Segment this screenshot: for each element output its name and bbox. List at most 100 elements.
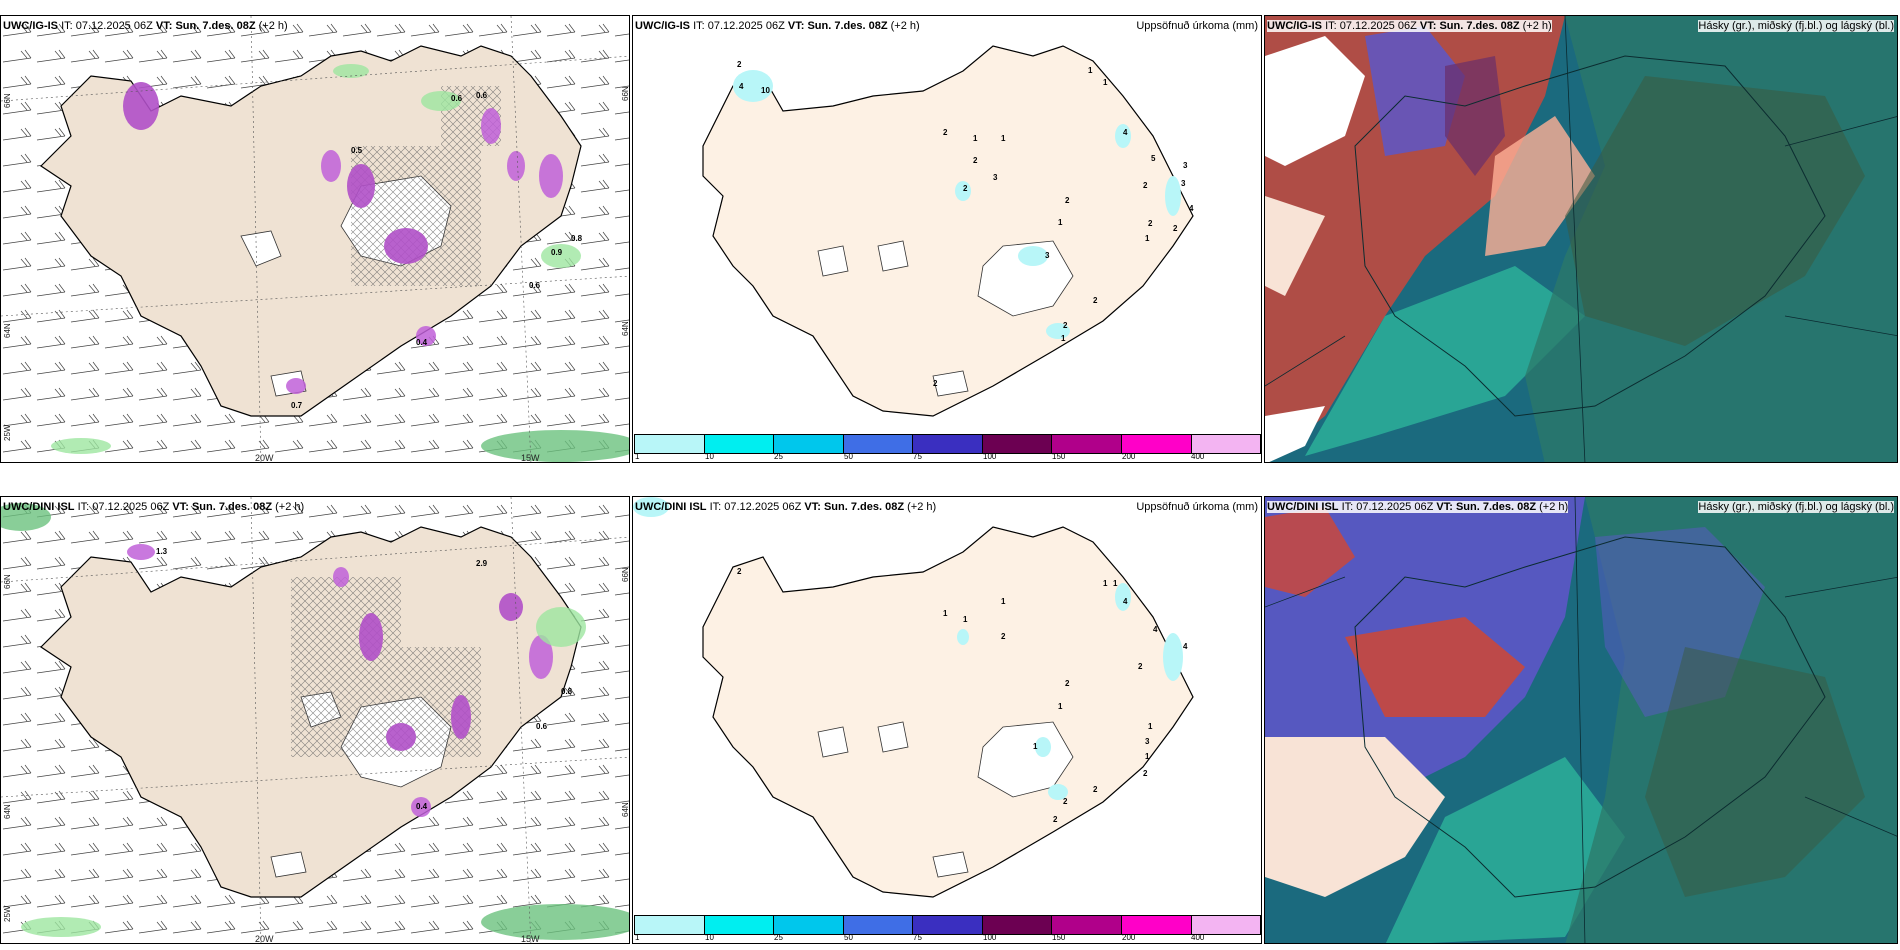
lat-label: 64N	[621, 802, 630, 817]
precip-value: 2	[963, 184, 968, 193]
precip-value: 2	[737, 60, 742, 69]
lat-label: 64N	[3, 804, 12, 819]
wind-map	[1, 497, 629, 943]
precip-blob	[123, 82, 159, 130]
colorbar-swatch	[1120, 915, 1192, 935]
panel-top-mid-accum-precip: UWC/IG-IS IT: 07.12.2025 06Z VT: Sun. 7.…	[632, 15, 1262, 463]
precip-value: 0.6	[529, 281, 541, 290]
precip-value: 0.9	[551, 248, 563, 257]
precip-value: 0.4	[416, 802, 428, 811]
lat-label: 66N	[3, 93, 12, 108]
lon-label: 15W	[521, 934, 540, 944]
grid-lines	[1, 16, 629, 462]
precip-value: 4	[1123, 128, 1128, 137]
precip-blob	[347, 164, 375, 208]
precip-value: 2	[943, 128, 948, 137]
glacier	[877, 721, 909, 753]
lat-label: 66N	[621, 567, 630, 582]
precip-value: 1	[1145, 752, 1150, 761]
green-precip	[541, 244, 581, 268]
colorbar-swatch	[1190, 915, 1261, 935]
precip-blob	[411, 797, 431, 817]
precip-value: 5	[1151, 154, 1156, 163]
precip-shade	[1048, 784, 1068, 800]
precip-value: 2	[1065, 679, 1070, 688]
colorbar-swatch	[703, 434, 775, 454]
colorbar	[634, 434, 1261, 454]
colorbar-swatch	[842, 915, 914, 935]
lon-label: 25W	[3, 905, 12, 922]
precip-value: 1	[1103, 78, 1108, 87]
precip-value: 2	[973, 156, 978, 165]
glacier	[877, 240, 909, 272]
precip-blob	[451, 695, 471, 739]
precip-value: 2	[933, 379, 938, 388]
precip-value: 2	[1063, 321, 1068, 330]
hatch-area	[291, 577, 401, 757]
glacier	[932, 851, 969, 878]
lat-label: 66N	[3, 574, 12, 589]
precip-shade	[955, 181, 971, 201]
panel-title: Uppsöfnuð úrkoma (mm)	[1136, 501, 1258, 513]
precip-blob	[359, 613, 383, 661]
colorbar	[634, 915, 1261, 935]
precip-value: 1	[1148, 722, 1153, 731]
precip-value: 3	[1045, 251, 1050, 260]
lon-label: 15W	[521, 453, 540, 463]
panel-title: Hásky (gr.), miðský (fj.bl.) og lágský (…	[1698, 20, 1894, 32]
panel-header: UWC/IG-IS IT: 07.12.2025 06Z VT: Sun. 7.…	[635, 20, 920, 32]
precip-value: 1	[1103, 579, 1108, 588]
precip-blob	[127, 544, 155, 560]
precip-map	[702, 45, 1194, 417]
green-precip	[481, 430, 629, 462]
precip-value: 2	[737, 567, 742, 576]
precip-value: 1	[1058, 218, 1063, 227]
colorbar-swatch	[912, 434, 983, 454]
precip-shade	[633, 497, 669, 517]
panel-bottom-left-wind-precip: UWC/DINI ISL IT: 07.12.2025 06Z VT: Sun.…	[0, 496, 630, 944]
iceland-landmass	[702, 526, 1194, 898]
iceland-landmass	[702, 45, 1194, 417]
panel-header: UWC/IG-IS IT: 07.12.2025 06Z VT: Sun. 7.…	[3, 20, 288, 32]
precip-value: 3	[1183, 161, 1188, 170]
precip-value: 4	[1153, 625, 1158, 634]
colorbar-swatch	[634, 434, 705, 454]
precip-value: 4	[739, 82, 744, 91]
precip-value: 1	[1145, 234, 1150, 243]
precip-value: 1	[1001, 597, 1006, 606]
precip-blob	[333, 567, 349, 587]
precip-shade	[1035, 737, 1051, 757]
lon-label: 25W	[3, 424, 12, 441]
colorbar-swatch	[634, 915, 705, 935]
precip-value: 10	[761, 86, 770, 95]
precip-map	[633, 497, 1194, 898]
green-precip	[1, 503, 51, 531]
precip-blob	[321, 150, 341, 182]
precip-shade	[1115, 583, 1131, 611]
panel-bottom-right-clouds: UWC/DINI ISL IT: 07.12.2025 06Z VT: Sun.…	[1264, 496, 1898, 944]
precip-value: 2.9	[476, 559, 488, 568]
colorbar-swatch	[981, 434, 1053, 454]
lon-label: 20W	[255, 453, 274, 463]
glacier	[817, 726, 849, 758]
panel-header: UWC/DINI ISL IT: 07.12.2025 06Z VT: Sun.…	[635, 501, 937, 513]
precip-value: 2	[1143, 181, 1148, 190]
precip-value: 2	[1138, 662, 1143, 671]
green-precip	[333, 64, 369, 78]
panel-header: UWC/DINI ISL IT: 07.12.2025 06Z VT: Sun.…	[1267, 501, 1569, 513]
precip-value: 4	[1183, 642, 1188, 651]
green-precip	[481, 904, 629, 940]
precip-value: 0.7	[291, 401, 303, 410]
precip-value: 0.8	[561, 687, 573, 696]
cloud-map	[1265, 16, 1897, 462]
panel-title: Uppsöfnuð úrkoma (mm)	[1136, 20, 1258, 32]
panel-header: UWC/IG-IS IT: 07.12.2025 06Z VT: Sun. 7.…	[1267, 20, 1552, 32]
precip-value: 1	[1033, 742, 1038, 751]
panel-top-left-wind-precip: UWC/IG-IS IT: 07.12.2025 06Z VT: Sun. 7.…	[0, 15, 630, 463]
precip-value: 0.4	[416, 338, 428, 347]
precip-shade	[1163, 633, 1183, 681]
green-precip	[536, 607, 586, 647]
precip-value: 1	[1088, 66, 1093, 75]
colorbar-swatch	[912, 915, 983, 935]
precip-blob	[499, 593, 523, 621]
